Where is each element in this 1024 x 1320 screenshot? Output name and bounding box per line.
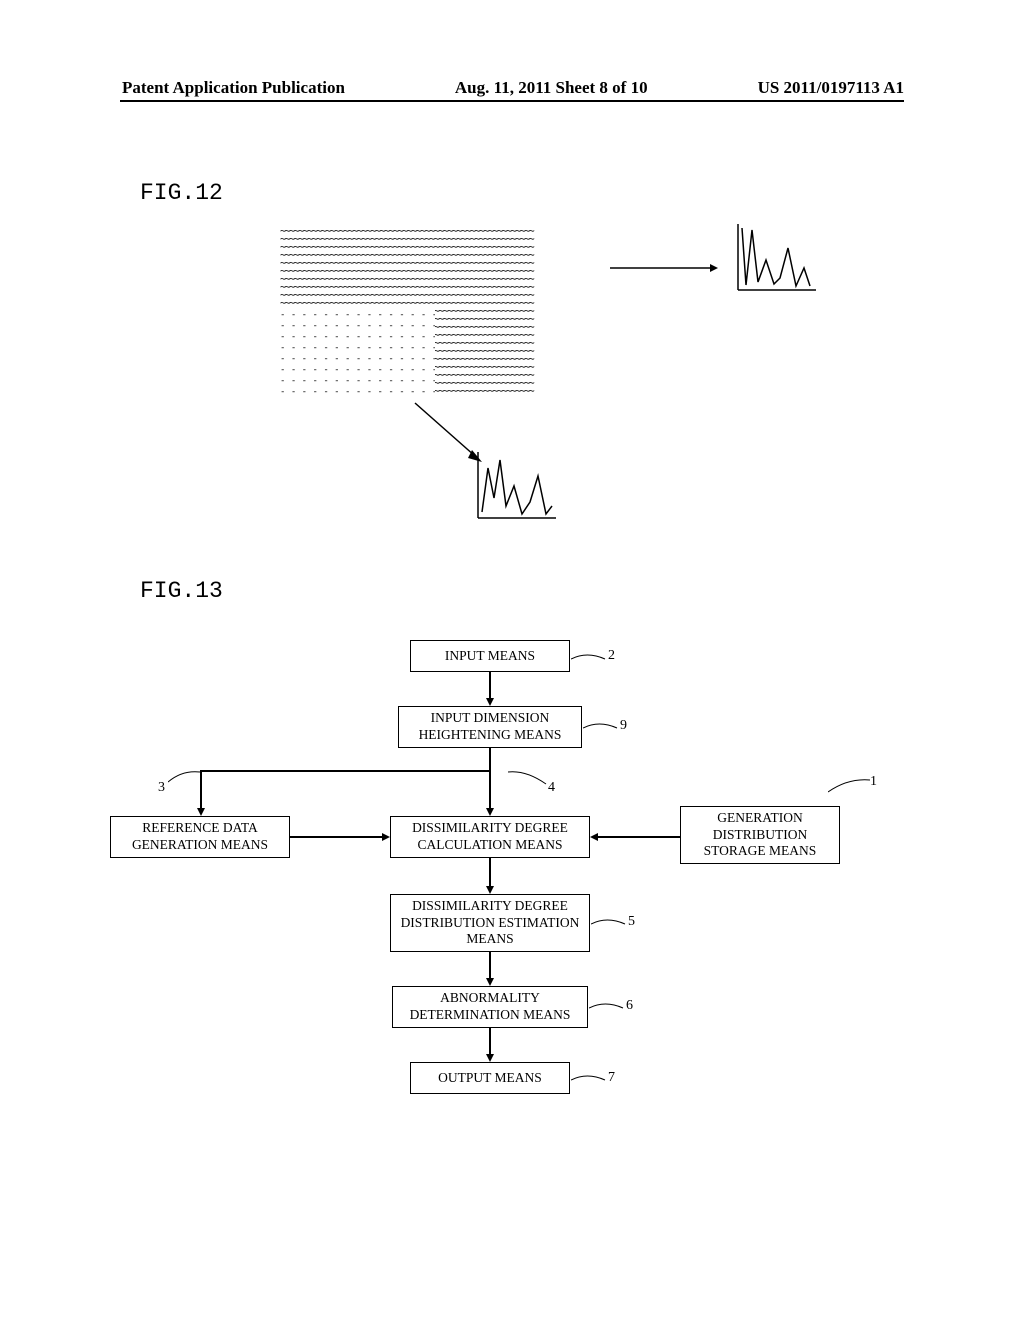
lead-line-4 bbox=[508, 768, 548, 786]
header-left: Patent Application Publication bbox=[122, 78, 345, 98]
block-refdata-text: REFERENCE DATA GENERATION MEANS bbox=[117, 820, 283, 854]
conn-1 bbox=[489, 672, 491, 700]
lead-line-2 bbox=[571, 653, 607, 665]
block-abn-text: ABNORMALITY DETERMINATION MEANS bbox=[399, 990, 581, 1024]
block-estim: DISSIMILARITY DEGREE DISTRIBUTION ESTIMA… bbox=[390, 894, 590, 952]
fig13-label: FIG.13 bbox=[140, 578, 223, 604]
arrow-center bbox=[486, 808, 494, 816]
arrow-ref-calc bbox=[382, 833, 390, 841]
arrow-calc-estim bbox=[486, 886, 494, 894]
block-output-text: OUTPUT MEANS bbox=[438, 1070, 542, 1087]
fig13-flowchart: INPUT MEANS 2 INPUT DIMENSION HEIGHTENIN… bbox=[110, 640, 910, 1200]
header-center: Aug. 11, 2011 Sheet 8 of 10 bbox=[455, 78, 648, 98]
ref-4: 4 bbox=[548, 780, 555, 796]
lead-line-9 bbox=[583, 722, 619, 734]
ref-2: 2 bbox=[608, 648, 615, 664]
header-right: US 2011/0197113 A1 bbox=[758, 78, 904, 98]
block-heighten: INPUT DIMENSION HEIGHTENING MEANS bbox=[398, 706, 582, 748]
conn-abn-out bbox=[489, 1028, 491, 1056]
header-rule bbox=[120, 100, 904, 102]
texture-region: ∼∼∼∼∼∼∼∼∼∼∼∼∼∼∼∼∼∼∼∼∼∼∼∼∼∼∼∼∼∼∼∼∼∼∼∼∼∼∼∼… bbox=[280, 228, 590, 398]
ref-6: 6 bbox=[626, 998, 633, 1014]
fig12-label: FIG.12 bbox=[140, 180, 223, 206]
signal-plot-2 bbox=[470, 448, 560, 524]
block-estim-text: DISSIMILARITY DEGREE DISTRIBUTION ESTIMA… bbox=[397, 898, 583, 949]
page-header: Patent Application Publication Aug. 11, … bbox=[0, 78, 1024, 98]
ref-7: 7 bbox=[608, 1070, 615, 1086]
lead-line-3 bbox=[168, 768, 202, 784]
block-heighten-text: INPUT DIMENSION HEIGHTENING MEANS bbox=[405, 710, 575, 744]
block-input: INPUT MEANS bbox=[410, 640, 570, 672]
arrow-right-icon bbox=[610, 258, 720, 278]
arrow-gen-calc bbox=[590, 833, 598, 841]
conn-calc-estim bbox=[489, 858, 491, 888]
arrow-estim-abn bbox=[486, 978, 494, 986]
block-calc: DISSIMILARITY DEGREE CALCULATION MEANS bbox=[390, 816, 590, 858]
arrow-left bbox=[197, 808, 205, 816]
arrow-1 bbox=[486, 698, 494, 706]
lead-line-7 bbox=[571, 1074, 607, 1086]
conn-center-down bbox=[489, 748, 491, 810]
conn-estim-abn bbox=[489, 952, 491, 980]
signal-plot-1 bbox=[730, 220, 820, 296]
lead-line-6 bbox=[589, 1002, 625, 1014]
ref-9: 9 bbox=[620, 718, 627, 734]
conn-left-h bbox=[200, 770, 491, 772]
dash-subregion: - - - - - - - - - - - - - - - - - - - - … bbox=[280, 310, 435, 398]
lead-line-1 bbox=[828, 778, 872, 794]
fig12-diagram: ∼∼∼∼∼∼∼∼∼∼∼∼∼∼∼∼∼∼∼∼∼∼∼∼∼∼∼∼∼∼∼∼∼∼∼∼∼∼∼∼… bbox=[280, 228, 880, 548]
block-input-text: INPUT MEANS bbox=[445, 648, 535, 665]
conn-gen-calc bbox=[598, 836, 680, 838]
ref-3: 3 bbox=[158, 780, 165, 796]
block-output: OUTPUT MEANS bbox=[410, 1062, 570, 1094]
block-calc-text: DISSIMILARITY DEGREE CALCULATION MEANS bbox=[397, 820, 583, 854]
block-gen: GENERATION DISTRIBUTION STORAGE MEANS bbox=[680, 806, 840, 864]
block-abn: ABNORMALITY DETERMINATION MEANS bbox=[392, 986, 588, 1028]
ref-5: 5 bbox=[628, 914, 635, 930]
block-gen-text: GENERATION DISTRIBUTION STORAGE MEANS bbox=[687, 810, 833, 861]
block-refdata: REFERENCE DATA GENERATION MEANS bbox=[110, 816, 290, 858]
arrow-abn-out bbox=[486, 1054, 494, 1062]
lead-line-5 bbox=[591, 918, 627, 930]
conn-ref-calc bbox=[290, 836, 382, 838]
